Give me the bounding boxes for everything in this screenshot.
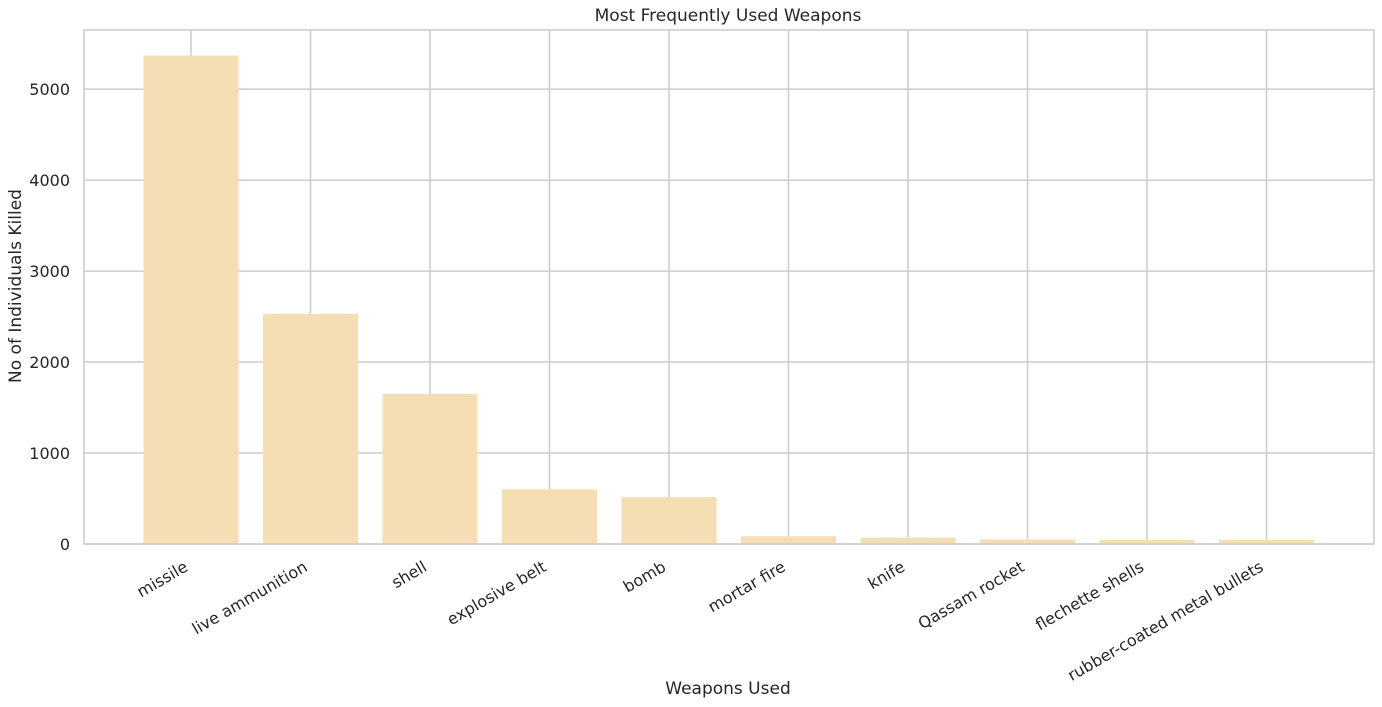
x-axis-label: Weapons Used <box>665 679 790 699</box>
bars <box>143 55 1314 544</box>
chart-title: Most Frequently Used Weapons <box>595 6 862 26</box>
x-tick-label: live ammunition <box>189 557 311 638</box>
bar <box>502 489 597 544</box>
y-tick-label: 4000 <box>29 171 70 190</box>
x-tick-label: bomb <box>620 557 669 596</box>
bar <box>143 55 239 544</box>
bar <box>980 539 1075 544</box>
bar <box>741 536 836 544</box>
axes-frame <box>83 29 1375 545</box>
bar <box>621 497 717 544</box>
bar <box>382 393 478 544</box>
y-tick-label: 2000 <box>29 353 70 372</box>
bar <box>1099 539 1195 544</box>
x-tick-label: missile <box>133 557 191 601</box>
y-tick-label: 1000 <box>29 444 70 463</box>
y-tick-labels: 0 1000 2000 3000 4000 5000 <box>29 80 70 554</box>
bar <box>860 537 956 544</box>
x-tick-label: explosive belt <box>444 557 550 629</box>
bar <box>263 313 358 544</box>
x-tick-label: knife <box>864 557 908 593</box>
y-tick-label: 5000 <box>29 80 70 99</box>
bar <box>1219 539 1314 544</box>
y-tick-label: 3000 <box>29 262 70 281</box>
y-tick-label: 0 <box>60 535 70 554</box>
x-tick-label: shell <box>388 557 430 592</box>
x-tick-label: flechette shells <box>1032 557 1147 634</box>
x-tick-label: rubber-coated metal bullets <box>1064 557 1266 685</box>
x-tick-label: mortar fire <box>705 557 789 616</box>
x-tick-label: Qassam rocket <box>915 557 1028 633</box>
y-axis-label: No of Individuals Killed <box>6 189 26 383</box>
